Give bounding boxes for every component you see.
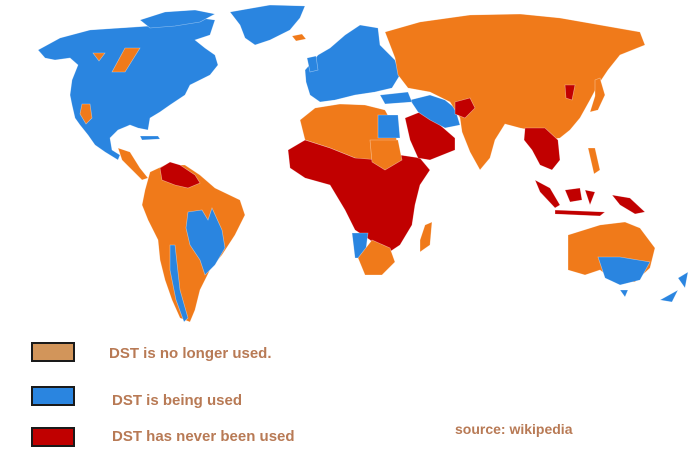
region-madagascar: [419, 221, 433, 253]
legend-label-no-longer-used: DST is no longer used.: [109, 345, 272, 362]
region-greenland: [229, 4, 306, 46]
region-south-africa: [357, 239, 396, 276]
legend-label-never-used: DST has never been used: [112, 428, 295, 445]
region-sudan: [369, 139, 403, 171]
region-north-america: [37, 17, 219, 161]
region-iran: [409, 94, 461, 129]
region-japan: [589, 77, 606, 113]
region-philippines: [587, 147, 601, 175]
region-southeast-asia: [523, 127, 561, 171]
region-arctic-islands: [139, 9, 216, 29]
region-new-zealand: [659, 271, 689, 303]
region-caribbean: [139, 135, 161, 141]
region-egypt: [377, 114, 401, 139]
legend-label-being-used: DST is being used: [112, 392, 243, 409]
region-europe: [304, 24, 401, 103]
legend-swatch-no-longer-used: [31, 342, 75, 362]
region-brazil-south: [185, 207, 226, 276]
region-uk: [306, 55, 319, 73]
region-venezuela-guianas: [159, 161, 201, 189]
region-afghanistan: [454, 97, 476, 119]
region-central-america: [117, 147, 149, 181]
source-credit: source: wikipedia: [455, 421, 573, 437]
legend-swatch-being-used: [31, 386, 75, 406]
region-iceland: [291, 33, 307, 42]
region-sub-saharan-africa: [287, 139, 431, 256]
region-yukon: [92, 52, 106, 62]
region-se-australia: [597, 256, 651, 286]
region-korea: [564, 84, 576, 101]
region-indonesia: [534, 179, 606, 217]
region-papua: [611, 194, 646, 215]
region-saskatchewan: [111, 47, 141, 73]
region-chile: [169, 244, 189, 323]
region-arizona: [79, 103, 93, 125]
region-turkey: [379, 91, 413, 105]
region-tasmania: [619, 289, 629, 298]
legend-swatch-never-used: [31, 427, 75, 447]
world-map: [37, 4, 689, 323]
